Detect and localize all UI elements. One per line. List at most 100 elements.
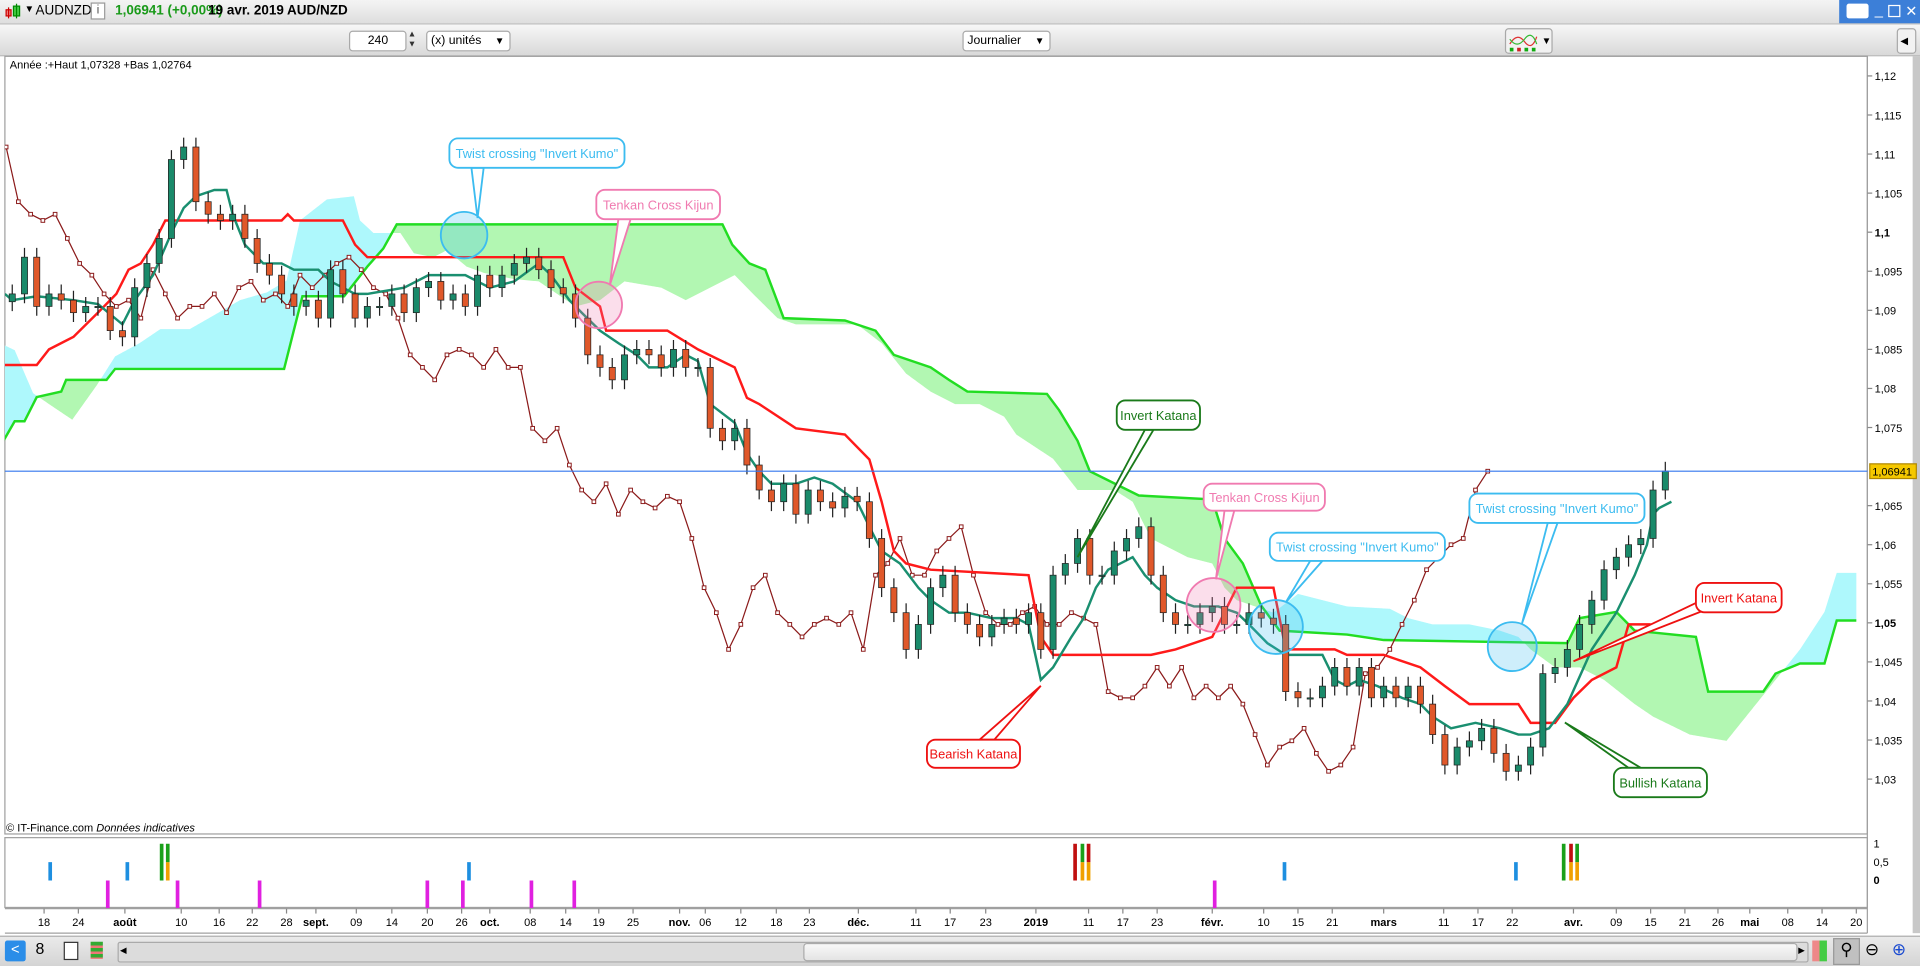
candle-up [1612,556,1620,571]
candle-down [706,366,714,429]
candle-down [890,587,898,614]
units-stepper-icon[interactable]: ▲ ▼ [407,30,417,49]
zoom-fit-icon[interactable]: ⚲ [1833,938,1861,966]
date-axis: 18 24 août 10 16 22 28 sept. 09 14 20 26 oct. 08 14 19 2… [4,908,1868,934]
symbol-label[interactable]: AUDNZD [35,3,92,19]
candle-down [204,201,212,215]
last-price-label: 1,06941 [1872,466,1912,478]
candle-down [57,293,65,301]
candle-down [1343,667,1351,687]
window-controls: _ ✕ [1839,0,1920,24]
chikou-point [665,493,670,499]
chikou-point [946,536,952,541]
signal-bar [1086,862,1091,881]
period-select[interactable]: Journalier ▼ [962,30,1051,52]
date-tick-label: 25 [627,917,639,929]
date-tick-label: 11 [910,917,921,929]
zoom-out-icon[interactable]: ⊖ [1864,939,1880,959]
share-icon[interactable]: < [4,940,26,962]
chikou-point [554,425,560,431]
candle-up [8,293,16,303]
candle-down [1294,691,1302,699]
maximize-icon[interactable] [1888,4,1901,18]
bars-icon[interactable] [90,941,103,959]
chikou-point [726,647,731,652]
annotation-circle [1486,621,1538,673]
candle-up [1514,764,1522,772]
candle-down [253,238,261,264]
notes-icon[interactable] [63,941,79,961]
chikou-point [1228,683,1233,689]
symbol-dropdown-arrow-icon[interactable]: ▼ [24,3,35,15]
info-icon[interactable]: i [90,2,106,20]
candle-down [1502,752,1510,772]
candlestick-icon[interactable] [5,3,22,20]
scroll-right-icon[interactable]: ▶ [1798,946,1805,956]
minimize-icon[interactable]: _ [1874,1,1883,19]
chikou-point [787,622,793,627]
candle-up [841,495,849,509]
chikou-point [1130,695,1135,701]
candle-down [645,349,653,356]
annotation-label: Tenkan Cross Kijun [1209,490,1320,505]
candle-up [376,306,384,309]
signal-bar [165,862,170,881]
copyright-note: Données indicatives [96,823,195,835]
close-icon[interactable]: ✕ [1905,2,1918,20]
keyboard-icon[interactable] [1846,3,1869,19]
chikou-point [211,291,217,297]
price-tick-label: 1,11 [1875,149,1896,161]
chikou-point [1203,683,1209,689]
price-tick-label: 1,09 [1875,306,1896,318]
chikou-point [628,487,633,493]
units-select[interactable]: (x) unités ▼ [426,30,511,52]
price-tick-label: 1,12 [1875,71,1896,83]
zoom-in-icon[interactable]: ⊕ [1891,939,1907,959]
chikou-point [1167,683,1172,689]
candle-down [1012,617,1020,625]
candle-down [1282,624,1290,692]
side-panel-toggle[interactable]: ◀ [1896,28,1917,54]
chikou-point [432,377,438,383]
units-input[interactable]: 240 [348,30,407,52]
candle-up [523,256,530,264]
chikou-point [1473,487,1478,493]
candle-down [755,464,763,491]
signal-bar [48,862,53,881]
indicator-tick: 0,5 [1873,857,1888,869]
signal-bar [105,880,110,909]
horizontal-scrollbar[interactable]: ◀ ▶ [117,941,1809,963]
candle-up [498,274,506,289]
signal-bar [257,880,262,909]
candle-up [327,269,335,319]
candle-down [829,501,837,509]
date-tick-label: 15 [1292,917,1304,929]
chart-type-icon[interactable] [1812,940,1827,962]
vertical-scrollbar[interactable] [1912,56,1920,934]
date-tick-label: 18 [770,917,782,929]
indicators-icon [1509,34,1538,52]
price-tick-label: 1,1 [1875,227,1890,239]
chikou-point [493,347,499,352]
scroll-left-icon[interactable]: ◀ [120,946,127,956]
indicators-button[interactable]: ▼ [1504,28,1553,54]
candle-up [168,159,175,239]
chikou-point [162,291,168,297]
candle-up [1551,667,1559,674]
candle-down [951,574,959,614]
candle-down [351,293,359,319]
chikou-point [811,622,817,627]
price-change: 1,06941 (+0,00%) [115,3,223,19]
price-tick-label: 1,075 [1875,423,1903,435]
annotation-box [1695,582,1783,614]
scrollbar-thumb[interactable] [803,942,1798,962]
annotation-circle [1185,577,1242,633]
candle-down [339,269,347,295]
chikou-point [1216,695,1221,701]
link-icon[interactable]: 8 [35,939,45,958]
candle-up [1331,667,1339,687]
chikou-point [860,647,866,652]
candle-down [437,281,445,301]
signal-bar [125,862,130,881]
